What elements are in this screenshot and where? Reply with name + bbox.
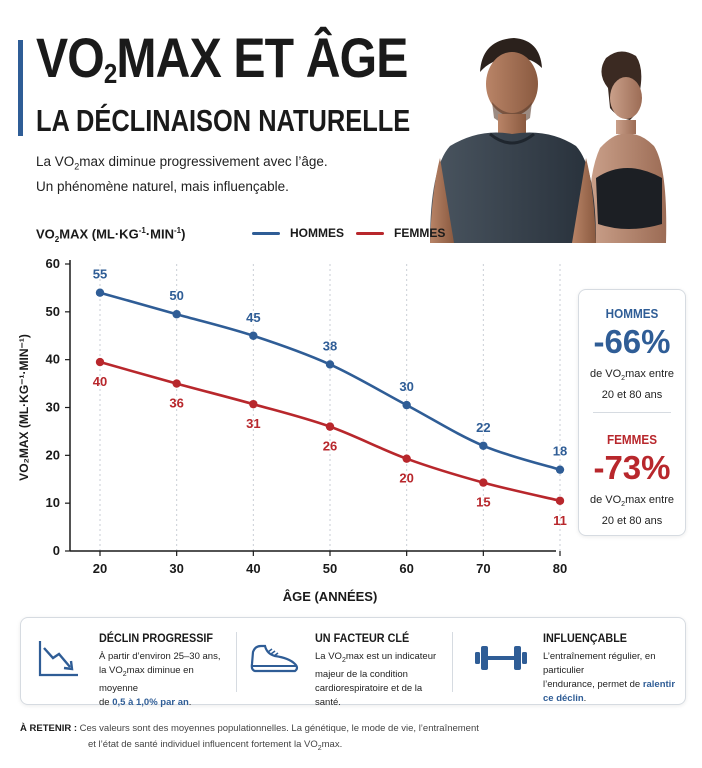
men-stat-desc: de VO2max entre 20 et 80 ans [589,367,674,401]
data-label-women: 26 [323,439,337,454]
vo2max-line-chart: 0 10 20 30 40 50 60 20 30 40 50 60 70 80 ÂGE (ANNÉES) V… [17,256,567,604]
data-label-women: 36 [169,396,183,411]
women-stat-desc: de VO2max entre 20 et 80 ans [589,493,674,527]
card-key-factor: UN FACTEUR CLÉ La VO2max est un indicate… [237,618,452,708]
card-separator [236,632,237,692]
x-tick-label: 50 [323,561,337,576]
data-label-women: 40 [93,374,107,389]
title-accent-bar [18,40,23,136]
footnote-label: À RETENIR : [20,723,77,734]
data-label-men: 18 [553,444,567,459]
dumbbell-icon [475,646,527,670]
x-tick-label: 80 [553,561,567,576]
y-tick-label: 0 [53,543,60,558]
y-tick-label: 10 [46,495,60,510]
data-point-men [172,310,181,319]
data-point-women [172,379,181,388]
data-label-men: 22 [476,420,490,435]
legend-men-swatch [252,231,280,235]
data-label-men: 55 [93,267,107,282]
men-stat-title: HOMMES [605,306,659,321]
athletes-photo [430,38,667,243]
card-influenceable-text: L’entraînement régulier, en particulier … [543,651,676,704]
data-label-men: 30 [399,379,413,394]
data-point-women [325,422,335,431]
legend-women: FEMMES [356,226,445,240]
x-tick-label: 40 [246,561,260,576]
data-point-women [95,357,105,367]
data-point-women [479,478,488,487]
x-axis-label: ÂGE (ANNÉES) [283,589,378,604]
card-key-factor-text: La VO2max est un indicateur majeur de la… [315,651,437,708]
women-stat-value: -73% [593,449,671,486]
legend-men-label: HOMMES [290,226,344,240]
men-stat: HOMMES -66% de VO2max entre 20 et 80 ans [579,306,685,403]
data-label-women: 31 [246,416,260,431]
intro-text: La VO2max diminue progressivement avec l… [36,154,328,194]
y-tick-label: 40 [46,352,60,367]
info-cards: DÉCLIN PROGRESSIF À partir d’environ 25–… [20,617,686,708]
page-subtitle: LA DÉCLINAISON NATURELLE [36,103,411,138]
man-figure [430,38,596,243]
legend-women-label: FEMMES [394,226,446,240]
data-point-women [555,496,565,505]
x-tick-label: 30 [169,561,183,576]
card-influenceable: INFLUENÇABLE L’entraînement régulier, en… [453,618,685,704]
x-tick-label: 20 [93,561,107,576]
data-label-men: 38 [323,338,337,353]
data-point-men [325,360,335,369]
x-tick-label: 60 [399,561,413,576]
card-influenceable-title: INFLUENÇABLE [543,631,627,645]
page-title: VO2MAX ET ÂGE [36,26,408,89]
y-tick-label: 50 [46,304,60,319]
stat-divider [593,412,671,413]
card-decline-text: À partir d’environ 25–30 ans, la VO2max … [99,651,221,708]
data-label-men: 45 [246,310,260,325]
card-decline: DÉCLIN PROGRESSIF À partir d’environ 25–… [21,618,236,708]
data-label-women: 15 [476,495,490,510]
y-tick-label: 60 [46,256,60,271]
women-stat-title: FEMMES [606,432,658,447]
declining-trend-icon [38,641,78,677]
y-tick-label: 20 [46,447,60,462]
y-tick-label: 30 [46,400,60,415]
decline-stats-card: HOMMES -66% de VO2max entre 20 et 80 ans … [578,289,686,536]
running-shoe-icon [250,644,299,673]
data-label-men: 50 [169,288,183,303]
card-decline-title: DÉCLIN PROGRESSIF [99,631,214,645]
footnote: À RETENIR : Ces valeurs sont des moyenne… [20,723,479,752]
data-label-women: 11 [553,513,567,528]
data-point-women [249,399,258,409]
legend-men: HOMMES [252,226,344,240]
legend-women-swatch [356,231,384,235]
woman-figure [589,51,667,243]
data-point-men [555,465,565,474]
data-point-men [95,288,105,297]
y-axis-label: VO₂MAX (ML·KG⁻¹·MIN⁻¹) [17,334,31,481]
x-tick-label: 70 [476,561,490,576]
data-point-men [402,400,411,410]
chart-unit-label: VO2MAX (ML·KG-1·MIN-1) [36,226,186,244]
card-key-factor-title: UN FACTEUR CLÉ [315,631,410,645]
women-stat: FEMMES -73% de VO2max entre 20 et 80 ans [579,432,685,529]
data-label-women: 20 [399,471,413,486]
data-point-women [402,454,411,463]
men-stat-value: -66% [593,323,671,360]
data-point-men [479,441,488,450]
card-separator [452,632,453,692]
data-point-men [249,331,258,340]
